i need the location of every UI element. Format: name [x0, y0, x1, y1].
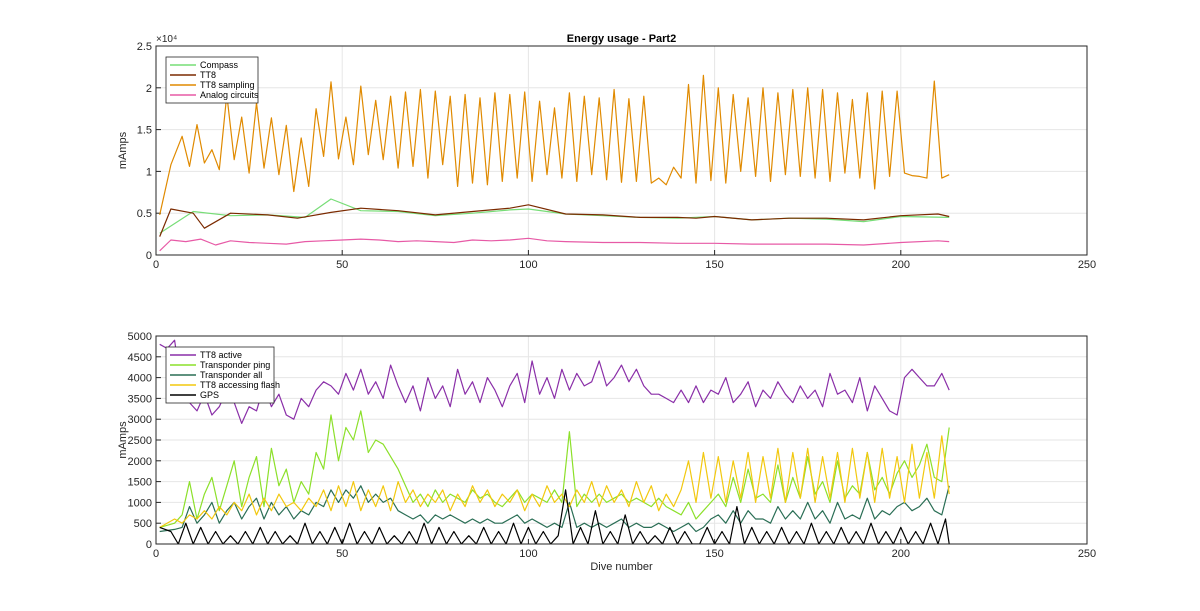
y-axis-label: mAmps [117, 131, 129, 169]
x-axis-label: Dive number [590, 561, 653, 573]
axes-box [155, 335, 1088, 545]
y-tick-label: 5000 [128, 331, 152, 343]
y-tick-label: 1000 [128, 497, 152, 509]
y-tick-label: 0.5 [137, 208, 152, 220]
x-tick-label: 100 [519, 259, 537, 271]
x-tick-label: 150 [705, 548, 723, 560]
series-line-tt8-sampling [159, 74, 950, 216]
x-tick-label: 200 [892, 548, 910, 560]
legend-entry: Transponder all [200, 370, 262, 380]
y-tick-label: 2 [146, 83, 152, 95]
y-exponent-label: ×10⁴ [156, 34, 177, 45]
y-tick-label: 0 [146, 250, 152, 262]
x-tick-label: 250 [1078, 548, 1096, 560]
series-line-gps [159, 489, 950, 544]
x-tick-label: 50 [336, 548, 348, 560]
series-line-analog-circuits [159, 237, 950, 252]
series-line-transponder-all [159, 485, 950, 533]
x-tick-label: 200 [892, 259, 910, 271]
y-axis-label: mAmps [117, 421, 129, 459]
chart-energy-part2-top: 0 50 100 150 200 250 0 0.5 1 1.5 2 2.5 Energy usage … [117, 33, 1096, 271]
legend-entry: TT8 sampling [200, 80, 255, 90]
series-line-tt8-accessing-flash [159, 435, 950, 528]
legend-entry: Compass [200, 60, 239, 70]
y-tick-label: 500 [134, 518, 152, 530]
x-tick-label: 100 [519, 548, 537, 560]
y-tick-label: 1.5 [137, 125, 152, 137]
x-tick-label: 250 [1078, 259, 1096, 271]
x-tick-label: 0 [153, 548, 159, 560]
y-tick-label: 2500 [128, 435, 152, 447]
x-tick-label: 50 [336, 259, 348, 271]
series-line-transponder-ping [159, 410, 950, 528]
axes-box [155, 45, 1088, 256]
legend-entry: TT8 active [200, 350, 242, 360]
y-tick-label: 1500 [128, 477, 152, 489]
y-tick-label: 2.5 [137, 41, 152, 53]
y-tick-label: 0 [146, 539, 152, 551]
legend-entry: GPS [200, 390, 219, 400]
series-line-tt8-active [159, 339, 950, 424]
series-line-tt8 [159, 204, 950, 237]
chart-energy-part2-bottom: 0 50 100 150 200 2500500100015002000250030003… [117, 331, 1096, 573]
y-tick-label: 4000 [128, 373, 152, 385]
y-tick-label: 3500 [128, 393, 152, 405]
chart-title: Energy usage - Part2 [567, 33, 676, 45]
x-tick-label: 0 [153, 259, 159, 271]
legend-entry: Analog circuits [200, 90, 259, 100]
x-tick-label: 150 [705, 259, 723, 271]
series-lines [159, 74, 950, 252]
y-tick-label: 1 [146, 166, 152, 178]
y-tick-label: 3000 [128, 414, 152, 426]
y-tick-label: 4500 [128, 352, 152, 364]
series-lines [159, 339, 950, 544]
plot-area [156, 46, 1087, 255]
legend-entry: TT8 [200, 70, 216, 80]
y-tick-label: 2000 [128, 456, 152, 468]
legend-entry: Transponder ping [200, 360, 270, 370]
legend-entry: TT8 accessing flash [200, 380, 280, 390]
